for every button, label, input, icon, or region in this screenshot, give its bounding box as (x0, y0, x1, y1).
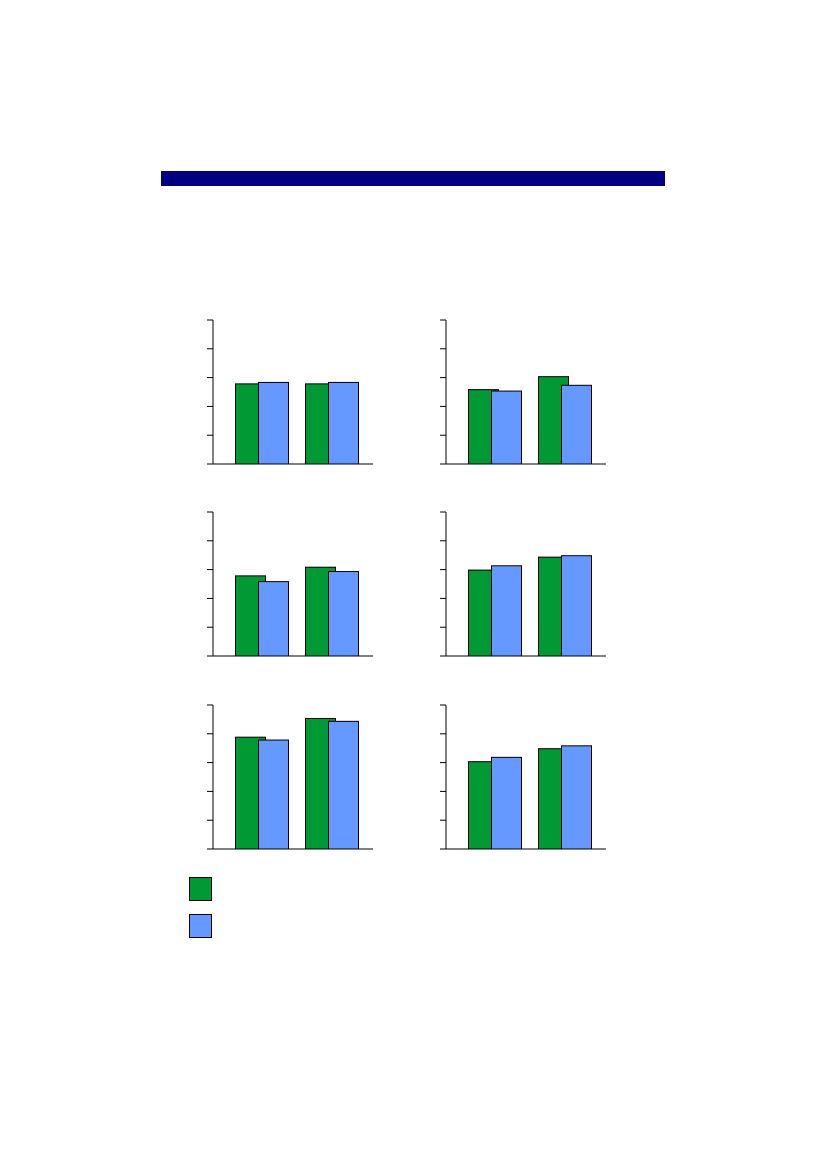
chart-4-bar-group-1-series-2 (491, 565, 522, 657)
legend-swatch-series-1 (189, 877, 212, 901)
legend-item-series-2 (189, 913, 220, 939)
chart-3-bar-group-1-series-2 (258, 581, 289, 657)
header-bar (161, 171, 665, 186)
legend-item-series-1 (189, 876, 220, 902)
chart-5-bar-group-2-series-2 (328, 720, 359, 850)
chart-5-bar-group-1-series-2 (258, 739, 289, 850)
chart-4-bar-group-2-series-2 (561, 555, 592, 657)
chart-6-bar-group-2-series-2 (561, 745, 592, 850)
chart-2-bar-group-2-series-2 (561, 384, 592, 465)
legend (189, 876, 220, 950)
chart-6-bar-group-1-series-2 (491, 756, 522, 850)
chart-2-bar-group-1-series-2 (491, 390, 522, 465)
chart-1-bar-group-1-series-2 (258, 381, 289, 465)
chart-1-bar-group-2-series-2 (328, 381, 359, 465)
chart-3-bar-group-2-series-2 (328, 571, 359, 657)
legend-swatch-series-2 (189, 914, 212, 938)
